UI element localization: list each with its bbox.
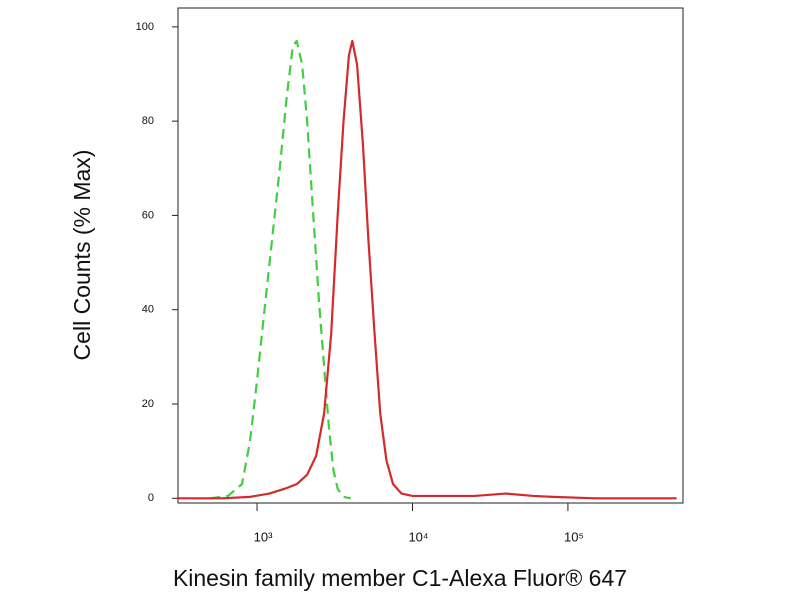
series-line [178,39,677,500]
y-tick-label: 20 [142,398,154,410]
x-tick-label: 10⁴ [408,529,428,544]
plot-frame [177,7,684,504]
x-tick-label: 10³ [254,529,273,544]
y-axis-label: Cell Counts (% Max) [69,150,95,361]
x-tick-label: 10⁵ [564,529,584,544]
y-tick-label: 0 [148,492,154,504]
y-tick-label: 100 [136,21,154,33]
x-axis-label: Kinesin family member C1-Alexa Fluor® 64… [173,565,627,591]
y-tick-label: 60 [142,209,154,221]
series-line [210,39,351,500]
y-tick-label: 80 [142,115,154,127]
y-tick-label: 40 [142,304,154,316]
